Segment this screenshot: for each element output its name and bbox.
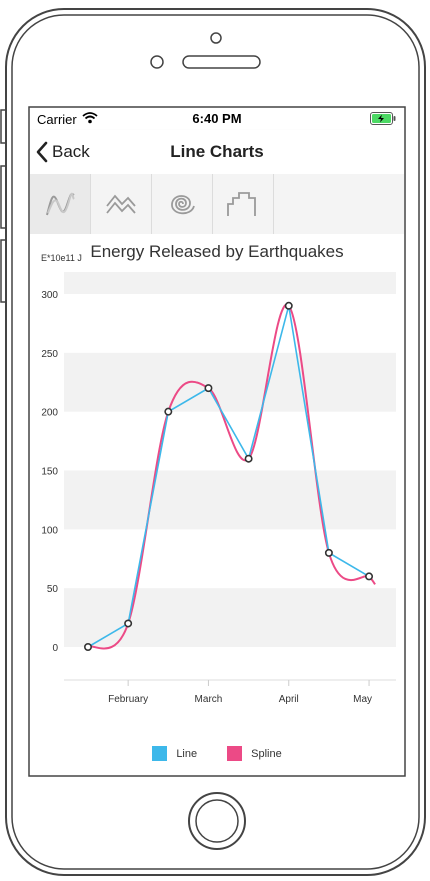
data-point-marker (284, 301, 293, 310)
data-point-marker (324, 548, 333, 557)
y-tick-label: 0 (52, 643, 58, 654)
spiral-chart-icon (171, 195, 195, 215)
home-button[interactable] (188, 792, 246, 850)
chart-legend: Line Spline (30, 746, 404, 761)
data-point-marker (244, 454, 253, 463)
plot-band (64, 352, 396, 412)
series-line-line (87, 305, 370, 648)
data-point-marker (124, 619, 133, 628)
carrier-label: Carrier (37, 112, 77, 127)
tab-area-chart[interactable] (91, 174, 152, 234)
data-point-marker (83, 642, 92, 651)
data-point-marker (365, 572, 374, 581)
plot-band (64, 470, 396, 530)
navigation-bar: Back Line Charts (30, 130, 404, 175)
y-tick-label: 300 (41, 290, 58, 301)
battery-charging-icon (370, 112, 396, 125)
app-screen: Carrier 6:40 PM Back Line Charts (30, 108, 404, 775)
speaker-grille (182, 55, 261, 69)
tab-step-chart[interactable] (213, 174, 274, 234)
step-line-chart-icon (227, 192, 256, 216)
y-tick-label: 200 (41, 408, 58, 419)
series-spline-line (87, 303, 376, 650)
legend-label-spline: Spline (251, 747, 282, 760)
x-tick-label: April (279, 694, 299, 705)
back-button[interactable]: Back (36, 139, 90, 165)
tab-spiral-chart[interactable] (152, 174, 213, 234)
legend-item-spline[interactable]: Spline (227, 746, 282, 761)
x-tick-label: February (108, 694, 148, 705)
legend-item-line[interactable]: Line (152, 746, 197, 761)
y-axis-unit-label: E*10e11 J (41, 253, 82, 263)
legend-swatch-spline (227, 746, 243, 761)
data-point-marker (204, 384, 213, 393)
area-chart-icon (106, 194, 136, 214)
y-tick-label: 50 (47, 584, 59, 595)
plot-band (64, 272, 396, 294)
y-tick-label: 250 (41, 349, 58, 360)
plot-band (64, 588, 396, 647)
chart-panel: Energy Released by Earthquakes E*10e11 J… (30, 234, 404, 775)
wifi-icon (82, 112, 98, 124)
data-point-marker (164, 407, 173, 416)
camera-icon (210, 32, 222, 44)
clock-label: 6:40 PM (192, 111, 242, 126)
y-tick-label: 150 (41, 467, 58, 478)
legend-label-line: Line (176, 747, 198, 760)
line-chart-icon (46, 192, 75, 216)
chart-type-tabs (30, 174, 404, 234)
legend-swatch-line (152, 746, 168, 761)
line-chart: E*10e11 J 0 50 100 150 200 250 300 February March… (41, 253, 396, 705)
x-tick-label: May (353, 694, 372, 705)
chart-title: Energy Released by Earthquakes (90, 242, 344, 261)
chevron-left-icon (36, 141, 48, 163)
sensor-icon (150, 55, 164, 69)
status-bar: Carrier 6:40 PM (30, 108, 404, 130)
tab-line-chart[interactable] (30, 174, 91, 234)
x-tick-label: March (195, 694, 223, 705)
y-tick-label: 100 (41, 525, 58, 536)
back-label: Back (52, 142, 90, 161)
